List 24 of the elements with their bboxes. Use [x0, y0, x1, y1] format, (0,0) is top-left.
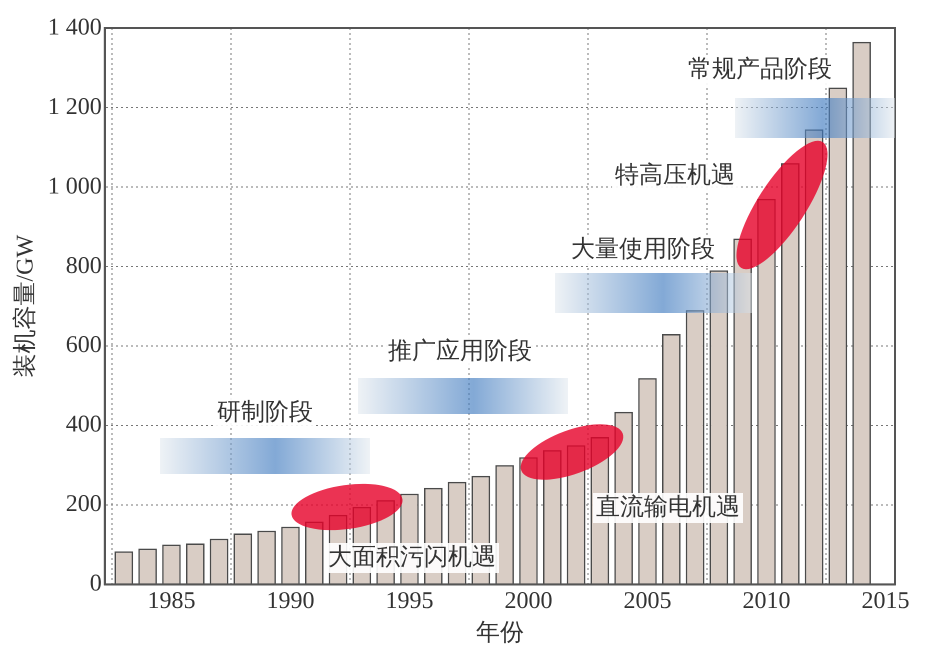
annotation: 推广应用阶段	[388, 337, 532, 364]
y-tick-label: 200	[66, 491, 102, 518]
x-tick-label: 1990	[266, 588, 314, 614]
annotation: 常规产品阶段	[688, 55, 832, 82]
y-tick-label: 1 400	[48, 14, 102, 40]
x-tick-label: 2005	[623, 588, 672, 614]
y-tick-label: 0	[90, 570, 102, 597]
y-tick-label: 800	[66, 252, 102, 279]
x-tick-label: 2010	[742, 588, 790, 614]
y-tick-label: 1 200	[48, 94, 102, 120]
annotation: 大量使用阶段	[571, 236, 715, 262]
y-tick-label: 400	[66, 412, 102, 438]
x-tick-label: 2015	[861, 588, 910, 614]
annotation: 研制阶段	[217, 399, 313, 426]
y-tick-label: 600	[66, 332, 102, 358]
y-axis-title: 装机容量/GW	[12, 234, 39, 378]
annotation: 特高压机遇	[615, 161, 735, 188]
annotation: 直流输电机遇	[596, 493, 740, 520]
x-tick-label: 1995	[385, 588, 434, 614]
annotation: 大面积污闪机遇	[328, 544, 496, 570]
x-axis-title: 年份	[476, 620, 524, 646]
x-tick-label: 2000	[504, 588, 552, 614]
y-tick-label: 1 000	[48, 173, 102, 200]
x-tick-label: 1985	[147, 588, 196, 614]
